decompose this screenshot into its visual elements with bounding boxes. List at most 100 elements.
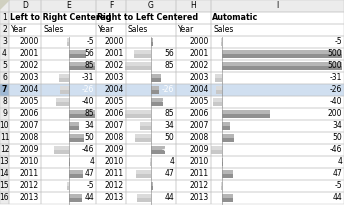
Text: 2008: 2008	[105, 134, 124, 143]
Bar	[222, 122, 230, 130]
Bar	[68, 62, 95, 70]
Bar	[176, 24, 211, 36]
Bar	[9, 180, 41, 192]
Bar	[0, 180, 9, 192]
Bar	[211, 156, 344, 168]
Bar	[96, 144, 126, 156]
Bar	[211, 132, 344, 144]
Bar	[0, 144, 9, 156]
Text: 2000: 2000	[20, 37, 39, 46]
Text: E: E	[66, 1, 71, 10]
Bar	[0, 72, 9, 84]
Bar	[41, 96, 96, 108]
Text: 44: 44	[84, 194, 94, 203]
Bar	[222, 170, 234, 174]
Bar	[0, 48, 9, 60]
Bar	[0, 12, 9, 24]
Text: -5: -5	[166, 181, 174, 190]
Text: 2011: 2011	[105, 169, 124, 178]
Bar	[126, 180, 176, 192]
Bar	[0, 132, 9, 144]
Text: 2001: 2001	[190, 50, 209, 59]
Bar	[68, 170, 83, 174]
Bar	[96, 144, 126, 156]
Text: 2010: 2010	[20, 158, 39, 167]
Text: 2006: 2006	[105, 110, 124, 119]
Text: -31: -31	[82, 74, 94, 83]
Text: 85: 85	[84, 61, 94, 70]
Bar	[222, 170, 234, 178]
Bar	[211, 24, 344, 36]
Bar	[96, 132, 126, 144]
Bar	[126, 24, 176, 36]
Bar	[151, 98, 163, 102]
Bar	[176, 0, 211, 12]
Bar	[126, 60, 176, 72]
Text: -46: -46	[82, 145, 94, 154]
Bar	[68, 158, 70, 162]
Bar	[222, 134, 234, 138]
Text: Sales: Sales	[43, 25, 63, 34]
Bar	[176, 60, 211, 72]
Bar	[0, 168, 9, 180]
Text: 4: 4	[337, 158, 342, 167]
Bar	[176, 192, 211, 204]
Bar	[176, 120, 211, 132]
Text: 2001: 2001	[105, 50, 124, 59]
Bar	[9, 120, 41, 132]
Bar	[211, 156, 344, 168]
Text: Automatic: Automatic	[212, 14, 258, 23]
Bar	[211, 36, 344, 48]
Text: -26: -26	[82, 85, 94, 94]
Bar	[9, 96, 41, 108]
Text: 1: 1	[2, 14, 7, 23]
Bar	[136, 134, 151, 138]
Bar	[9, 72, 41, 84]
Text: 12: 12	[0, 145, 9, 154]
Bar	[68, 134, 84, 138]
Bar	[126, 120, 176, 132]
Text: -40: -40	[330, 98, 342, 107]
Bar	[96, 108, 126, 120]
Bar	[0, 96, 9, 108]
Bar	[126, 144, 176, 156]
Bar	[0, 0, 9, 12]
Text: 2011: 2011	[190, 169, 209, 178]
Text: 2004: 2004	[105, 85, 124, 94]
Bar	[96, 192, 126, 204]
Bar	[140, 122, 151, 126]
Text: 2000: 2000	[105, 37, 124, 46]
Bar	[96, 24, 126, 36]
Bar	[211, 84, 344, 96]
Bar	[96, 192, 126, 204]
Bar	[211, 12, 344, 24]
Bar	[96, 156, 126, 168]
Bar	[126, 132, 176, 144]
Text: 2004: 2004	[20, 85, 39, 94]
Text: 15: 15	[0, 181, 9, 190]
Bar	[68, 110, 95, 113]
Bar	[41, 72, 96, 84]
Bar	[176, 132, 211, 144]
Text: 2009: 2009	[105, 145, 124, 154]
Bar	[96, 120, 126, 132]
Bar	[9, 12, 41, 24]
Bar	[0, 168, 9, 180]
Bar	[150, 158, 151, 166]
Bar	[176, 72, 211, 84]
Bar	[222, 62, 342, 66]
Bar	[151, 38, 152, 42]
Bar	[211, 96, 344, 108]
Bar	[222, 62, 342, 70]
Bar	[222, 122, 230, 126]
Bar	[9, 132, 41, 144]
Bar	[211, 24, 344, 36]
Text: 2012: 2012	[20, 181, 39, 190]
Bar	[211, 60, 344, 72]
Text: 34: 34	[332, 121, 342, 130]
Bar	[125, 110, 151, 113]
Bar	[150, 158, 151, 162]
Bar	[176, 156, 211, 168]
Bar	[126, 144, 176, 156]
Bar	[0, 156, 9, 168]
